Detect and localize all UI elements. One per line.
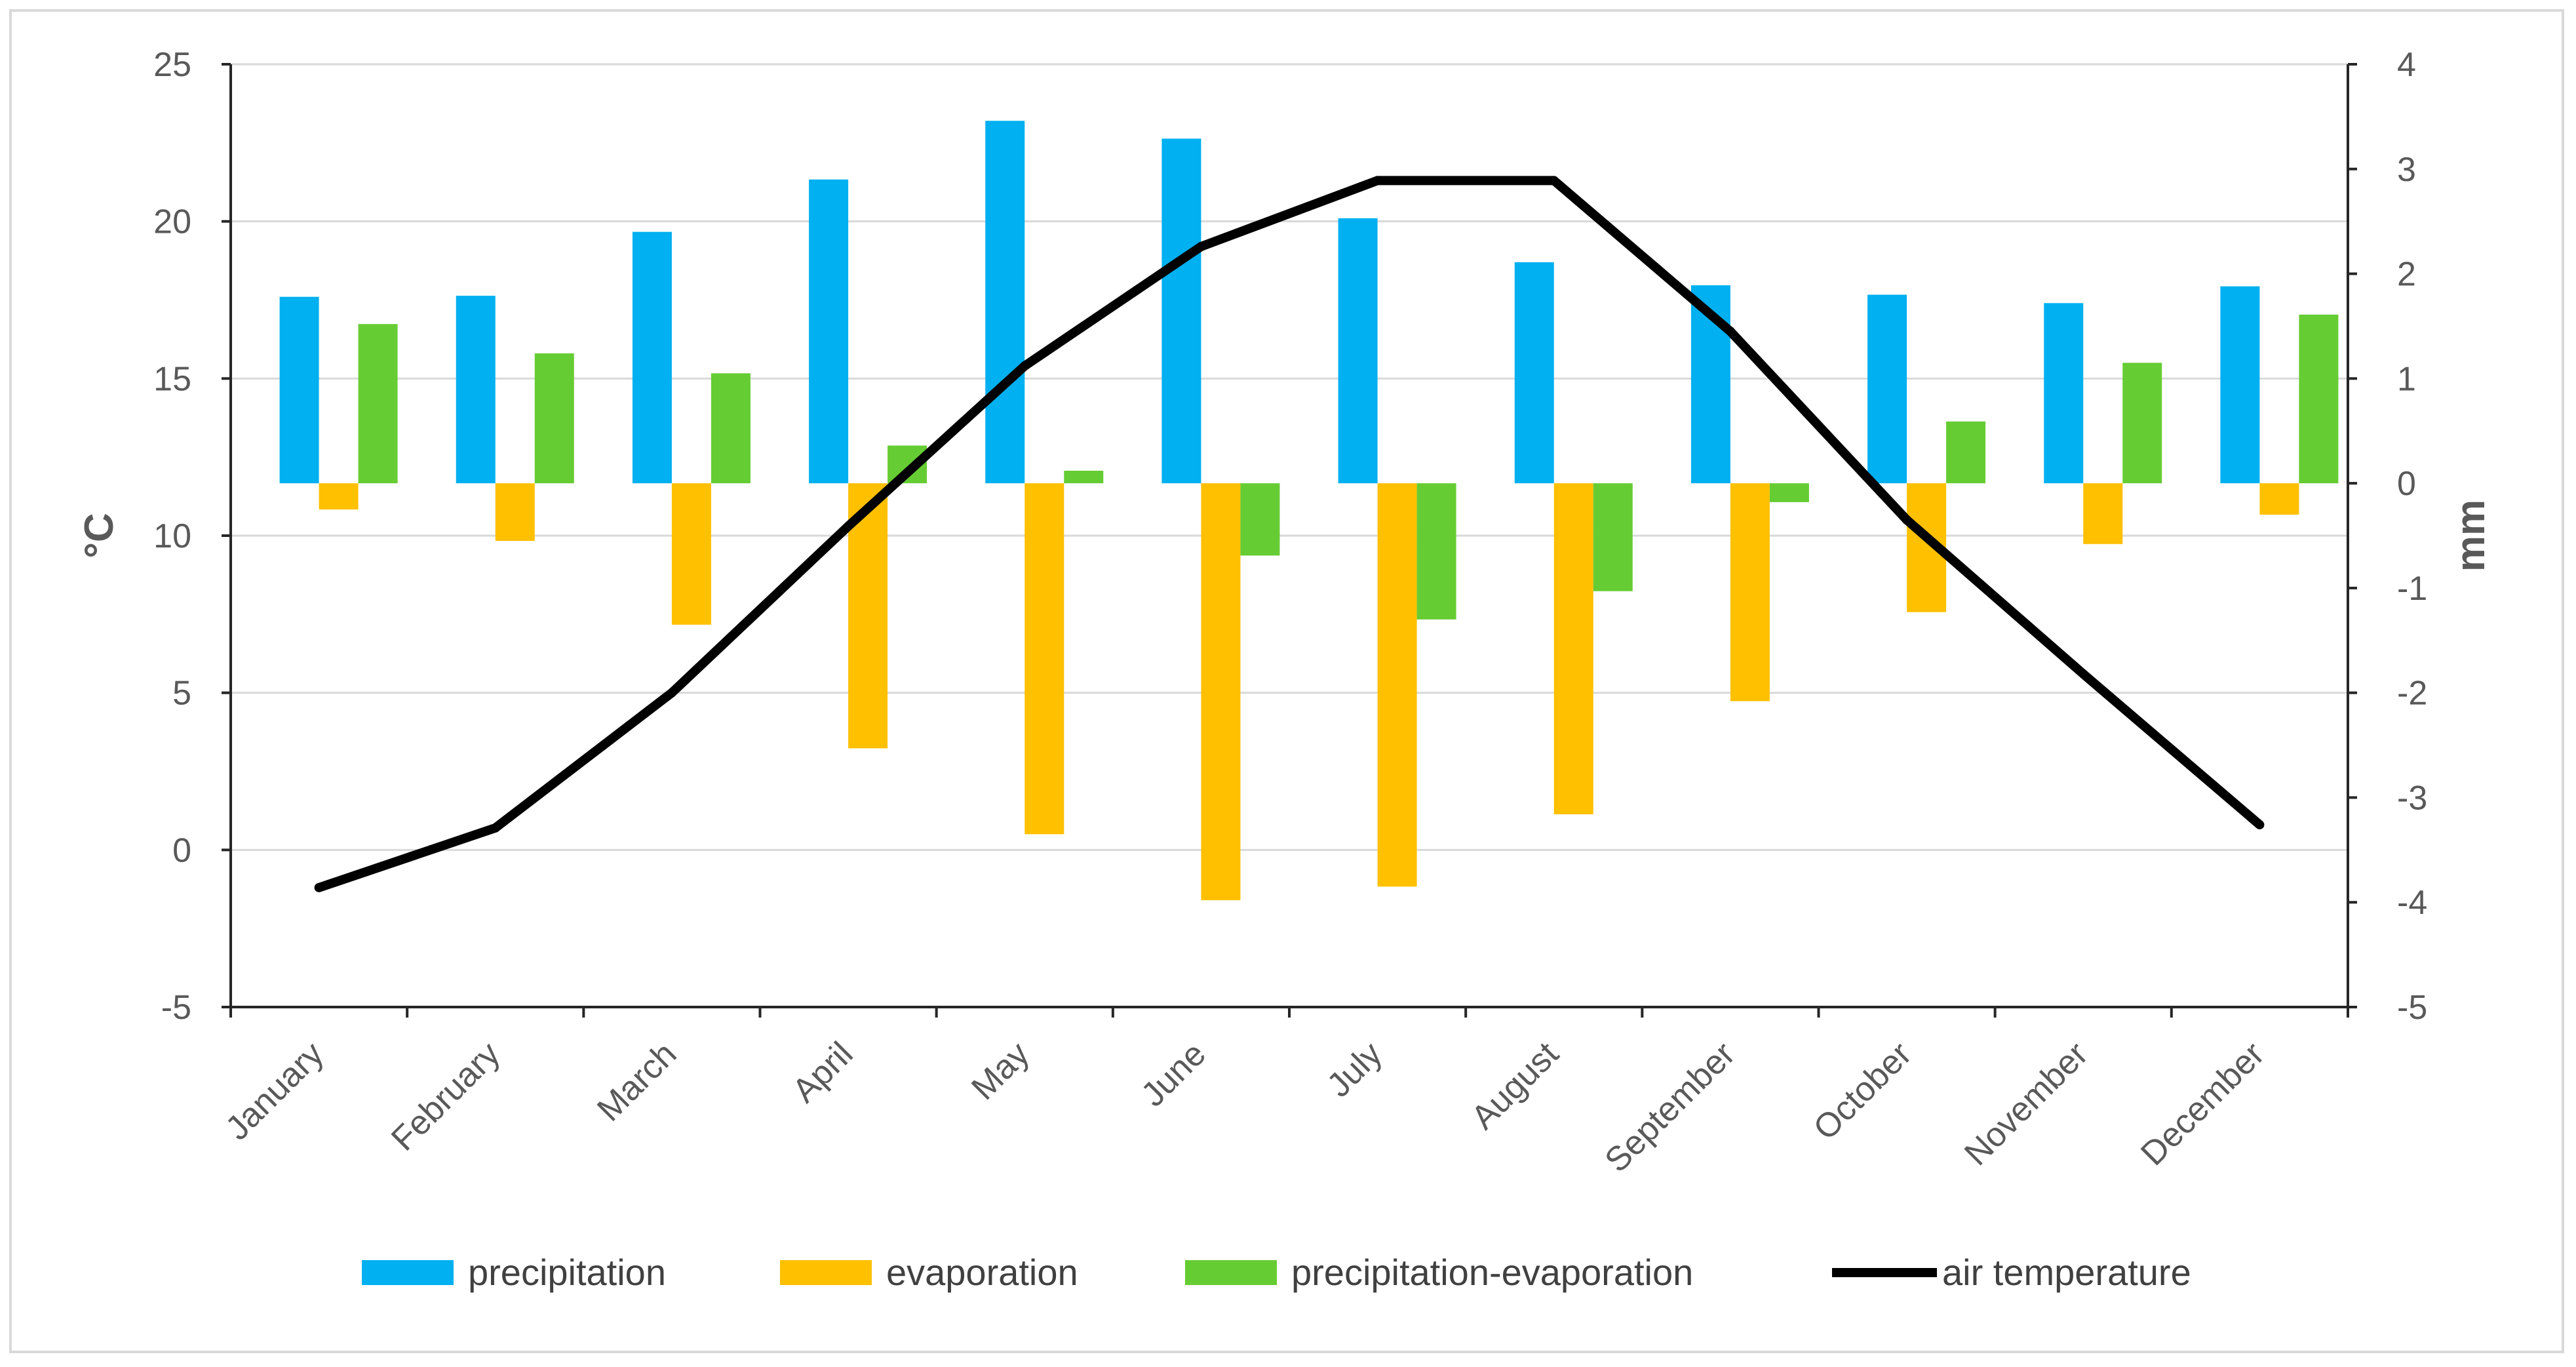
temperature-point — [1725, 327, 1735, 336]
legend: precipitation evaporation precipitation-ev… — [362, 1252, 2191, 1293]
bar-precipitation — [2044, 303, 2084, 484]
temperature-point — [1902, 515, 1912, 525]
bar-precipitation — [1161, 138, 1201, 484]
left-tick-label: 15 — [153, 360, 191, 398]
temperature-line — [317, 176, 2263, 892]
bar-precipitation — [1867, 294, 1907, 484]
bar-evaporation — [1201, 483, 1241, 901]
left-tick-label: -5 — [161, 989, 191, 1027]
x-tick-label: February — [384, 1035, 507, 1158]
x-tick-label: October — [1806, 1035, 1919, 1147]
right-tick-label: -4 — [2397, 884, 2427, 922]
right-tick-label: 0 — [2397, 465, 2416, 503]
temperature-point — [314, 882, 324, 892]
bar-precipitation-evaporation — [358, 324, 398, 484]
right-tick-label: -2 — [2397, 675, 2427, 713]
left-tick-label: 0 — [172, 831, 191, 869]
bar-precipitation-evaporation — [711, 373, 751, 484]
x-tick-label: November — [1957, 1035, 2096, 1173]
bar-precipitation-evaporation — [1769, 483, 1809, 502]
bar-evaporation — [1377, 483, 1417, 887]
bar-evaporation — [2259, 483, 2299, 515]
x-tick-label: January — [218, 1035, 331, 1147]
bar-precipitation-evaporation — [1416, 483, 1456, 620]
bar-precipitation — [456, 296, 496, 484]
right-axis-title: mm — [2448, 500, 2493, 572]
temperature-line-group — [314, 176, 2265, 892]
temperature-point — [1020, 361, 1030, 371]
left-axis-title: °C — [77, 513, 122, 559]
x-tick-label: June — [1134, 1035, 1213, 1114]
bar-evaporation — [495, 483, 535, 541]
x-tick-label: December — [2134, 1035, 2272, 1173]
temperature-point — [1196, 242, 1206, 252]
bar-precipitation-evaporation — [1593, 483, 1633, 591]
bar-precipitation — [279, 296, 319, 484]
bar-evaporation — [848, 483, 888, 749]
temperature-point — [844, 521, 853, 531]
temperature-point — [667, 688, 676, 698]
legend-label: air temperature — [1942, 1252, 2191, 1293]
x-tick-label: September — [1598, 1035, 1743, 1179]
bar-precipitation-evaporation — [1240, 483, 1280, 556]
right-tick-label: -3 — [2397, 779, 2427, 817]
legend-swatch-precipitation — [362, 1260, 454, 1285]
bar-precipitation — [632, 231, 672, 484]
temperature-point — [2255, 820, 2265, 829]
right-tick-label: -5 — [2397, 989, 2427, 1027]
x-tick-label: August — [1464, 1035, 1567, 1137]
bar-precipitation — [1514, 262, 1554, 484]
bar-precipitation-evaporation — [2299, 314, 2339, 484]
left-tick-label: 10 — [153, 517, 191, 555]
temperature-point — [490, 823, 500, 833]
temperature-point — [2078, 669, 2088, 679]
left-tick-label: 20 — [153, 203, 191, 241]
bar-evaporation — [2083, 483, 2123, 544]
legend-label: evaporation — [886, 1252, 1078, 1293]
left-tick-label: 5 — [172, 675, 191, 713]
bar-precipitation — [1338, 218, 1378, 484]
bar-evaporation — [319, 483, 359, 510]
right-tick-label: -1 — [2397, 570, 2427, 608]
bar-precipitation-evaporation — [1946, 421, 1986, 484]
bar-evaporation — [1730, 483, 1770, 702]
right-tick-label: 4 — [2397, 46, 2416, 84]
bar-precipitation — [2220, 286, 2260, 484]
right-tick-label: 3 — [2397, 151, 2416, 189]
left-tick-label: 25 — [153, 46, 191, 84]
x-tick-label: July — [1320, 1035, 1390, 1104]
bar-precipitation — [985, 121, 1025, 484]
legend-label: precipitation-evaporation — [1291, 1252, 1693, 1293]
bar-precipitation-evaporation — [2122, 363, 2162, 484]
legend-label: precipitation — [468, 1252, 666, 1293]
bar-evaporation — [671, 483, 711, 625]
x-tick-label: May — [964, 1035, 1036, 1107]
gridlines — [231, 63, 2348, 1008]
bars — [279, 121, 2339, 901]
bar-evaporation — [1553, 483, 1593, 815]
bar-precipitation-evaporation — [534, 353, 574, 484]
legend-swatch-precipitation-evaporation — [1185, 1260, 1277, 1285]
x-tick-label: April — [785, 1035, 861, 1110]
bar-evaporation — [1025, 483, 1064, 835]
bar-precipitation — [809, 179, 849, 484]
temperature-point — [1373, 176, 1382, 186]
right-tick-label: 2 — [2397, 256, 2416, 294]
right-tick-label: 1 — [2397, 360, 2416, 398]
x-tick-label: March — [590, 1035, 684, 1128]
chart-frame — [9, 9, 2564, 1353]
temperature-point — [1549, 176, 1559, 186]
legend-swatch-evaporation — [780, 1260, 872, 1285]
bar-precipitation-evaporation — [1064, 470, 1104, 484]
